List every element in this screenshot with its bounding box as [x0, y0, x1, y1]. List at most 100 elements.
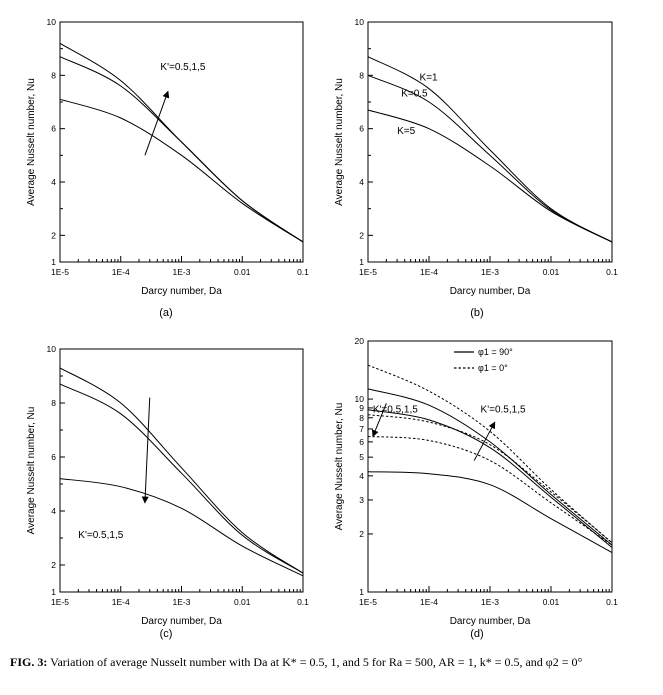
- y-axis-title: Average Nusselt number, Nu: [334, 78, 345, 206]
- x-tick-label: 1E-3: [173, 267, 191, 277]
- y-tick-label: 3: [359, 495, 364, 505]
- series-line-1: [367, 388, 613, 546]
- annotation-label: K'=0.5,1,5: [481, 405, 526, 416]
- y-tick-label: 8: [359, 413, 364, 423]
- y-tick-label: 6: [359, 437, 364, 447]
- y-tick-label: 4: [51, 177, 56, 187]
- series-line-2: [59, 56, 304, 243]
- chart-panel-2: 1E-5 1E-4 1E-3 0.01 0.1 1 2 4 6 8 10 Darcy number, …: [334, 17, 618, 319]
- legend-label: φ1 = 0°: [478, 363, 508, 373]
- annotation-label: K=5: [397, 126, 416, 137]
- y-tick-label: 10: [47, 344, 57, 354]
- series-line-5: [367, 414, 613, 544]
- series-line-2: [367, 74, 613, 243]
- series-line-2: [367, 409, 613, 548]
- caption-label: FIG. 3:: [10, 655, 48, 669]
- series-line-3: [59, 478, 304, 577]
- series-line-6: [367, 435, 613, 546]
- y-axis-title: Average Nusselt number, Nu: [26, 407, 37, 535]
- figure-caption: FIG. 3: Variation of average Nusselt num…: [10, 655, 650, 670]
- chart-panel-1: 1E-5 1E-4 1E-3 0.01 0.1 1 2 4 6 8 10 Darcy number, …: [26, 17, 309, 319]
- x-tick-label: 0.01: [234, 597, 251, 607]
- annotation-arrow: [144, 90, 170, 156]
- x-tick-label: 0.01: [543, 267, 560, 277]
- x-tick-label: 0.01: [543, 597, 560, 607]
- y-tick-label: 1: [359, 587, 364, 597]
- legend: φ1 = 90° φ1 = 0°: [454, 347, 513, 373]
- x-tick-label: 1E-5: [51, 597, 69, 607]
- annotation-arrow: [371, 403, 387, 438]
- y-tick-label: 8: [51, 70, 56, 80]
- y-tick-label: 8: [359, 70, 364, 80]
- x-tick-label: 1E-5: [51, 267, 69, 277]
- x-tick-label: 1E-4: [112, 597, 130, 607]
- panel-label: (a): [159, 307, 172, 319]
- plot-frame: [59, 348, 304, 593]
- y-tick-label: 6: [51, 452, 56, 462]
- x-tick-label: 0.1: [606, 597, 618, 607]
- x-tick-label: 1E-5: [359, 267, 377, 277]
- x-axis-title: Darcy number, Da: [450, 286, 531, 297]
- y-tick-label: 2: [51, 230, 56, 240]
- y-tick-label: 4: [359, 177, 364, 187]
- panel-label: (c): [160, 628, 173, 640]
- plot-frame: [367, 340, 613, 593]
- y-tick-label: 5: [359, 452, 364, 462]
- x-tick-label: 0.1: [606, 267, 618, 277]
- y-axis-title: Average Nusselt number, Nu: [26, 78, 37, 206]
- y-axis-title: Average Nusselt number, Nu: [334, 403, 345, 531]
- series-line-2: [59, 383, 304, 574]
- panel-label: (d): [470, 628, 483, 640]
- annotation-label: K'=0.5,1,5: [373, 405, 418, 416]
- series-line-1: [367, 56, 613, 243]
- y-tick-label: 20: [355, 336, 365, 346]
- series-line-1: [59, 367, 304, 574]
- series-line-3: [59, 98, 304, 243]
- x-tick-label: 1E-3: [481, 597, 499, 607]
- y-tick-label: 2: [359, 529, 364, 539]
- y-tick-label: 7: [359, 424, 364, 434]
- x-axis-title: Darcy number, Da: [141, 286, 222, 297]
- x-tick-label: 0.1: [297, 267, 309, 277]
- chart-panel-3: 1E-5 1E-4 1E-3 0.01 0.1 1 2 4 6 8 10 Darcy number, …: [26, 344, 309, 640]
- y-tick-label: 2: [51, 560, 56, 570]
- annotation-label: K'=0.5,1,5: [78, 530, 123, 541]
- x-axis-title: Darcy number, Da: [141, 616, 222, 627]
- x-tick-label: 1E-4: [112, 267, 130, 277]
- y-tick-label: 2: [359, 230, 364, 240]
- y-tick-label: 10: [355, 17, 365, 27]
- y-tick-label: 4: [359, 471, 364, 481]
- plot-frame: [367, 21, 613, 263]
- annotation-arrow: [473, 421, 496, 461]
- x-tick-label: 1E-4: [420, 267, 438, 277]
- y-tick-label: 8: [51, 398, 56, 408]
- y-tick-label: 6: [51, 124, 56, 134]
- legend-label: φ1 = 90°: [478, 347, 513, 357]
- x-tick-label: 1E-3: [173, 597, 191, 607]
- y-tick-label: 10: [47, 17, 57, 27]
- series-line-3: [367, 109, 613, 243]
- panel-label: (b): [470, 307, 483, 319]
- y-tick-label: 10: [355, 394, 365, 404]
- y-tick-label: 1: [51, 257, 56, 267]
- x-tick-label: 0.01: [234, 267, 251, 277]
- series-line-4: [367, 364, 613, 544]
- annotation-label: K=1: [420, 73, 439, 84]
- y-tick-label: 1: [51, 587, 56, 597]
- x-tick-label: 1E-3: [481, 267, 499, 277]
- x-tick-label: 1E-5: [359, 597, 377, 607]
- y-tick-label: 9: [359, 403, 364, 413]
- caption-text: Variation of average Nusselt number with…: [50, 655, 583, 669]
- x-tick-label: 1E-4: [420, 597, 438, 607]
- annotation-label: K'=0.5,1,5: [160, 62, 205, 73]
- annotation-label: K=0.5: [401, 89, 428, 100]
- x-tick-label: 0.1: [297, 597, 309, 607]
- y-tick-label: 1: [359, 257, 364, 267]
- annotation-arrow: [141, 397, 151, 504]
- y-tick-label: 6: [359, 124, 364, 134]
- y-tick-label: 4: [51, 506, 56, 516]
- x-axis-title: Darcy number, Da: [450, 616, 531, 627]
- series-line-3: [367, 471, 613, 554]
